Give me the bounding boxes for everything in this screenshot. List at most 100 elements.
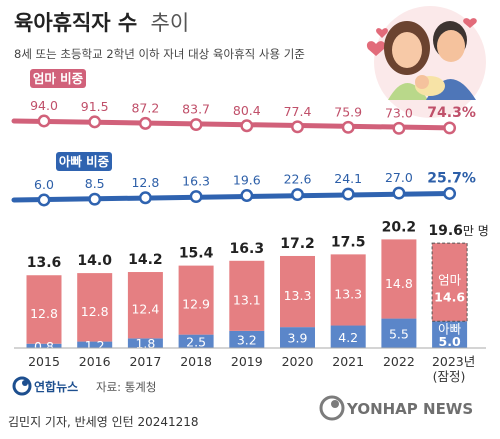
dad-share-label: 22.6 — [284, 172, 312, 187]
mom-bar-legend: 엄마 — [438, 273, 462, 288]
dad-share-label: 12.8 — [131, 175, 159, 190]
mom-share-point — [392, 121, 406, 135]
mom-share-label: 91.5 — [81, 99, 109, 114]
mom-bar — [229, 260, 265, 331]
mom-bar-label: 12.4 — [131, 302, 159, 317]
mom-share-point — [37, 114, 51, 128]
total-label: 14.0 — [77, 253, 112, 269]
mom-bar — [178, 265, 214, 335]
dad-share-label: 6.0 — [34, 177, 54, 192]
dad-share-label: 19.6 — [233, 173, 261, 188]
dad-bar-label: 0.8 — [34, 339, 54, 354]
dad-bar — [127, 338, 163, 348]
dad-share-point — [37, 193, 51, 207]
x-tick-label: 2018 — [180, 354, 212, 369]
mom-bar — [77, 273, 113, 342]
mom-share-label: 94.0 — [30, 98, 58, 113]
dad-bar — [178, 334, 214, 348]
unit-label: 만 명 — [463, 224, 489, 238]
total-label: 17.2 — [280, 236, 315, 252]
dad-bar — [26, 343, 62, 348]
mom-bar-label: 12.8 — [81, 304, 109, 319]
dad-share-line — [11, 190, 453, 203]
dad-bar-label: 1.8 — [135, 336, 155, 351]
dad-bar-label: 5.0 — [439, 334, 461, 349]
mom-bar-label: 14.8 — [385, 276, 413, 291]
watermark-text: YONHAP NEWS — [346, 400, 473, 418]
total-label: 14.2 — [128, 252, 163, 268]
x-axis-ticks: 2015 2016 2017 2018 2019 2020 2021 2022 2023년 — [28, 354, 475, 369]
mom-share-point — [240, 119, 254, 133]
dad-bar — [432, 321, 468, 348]
total-label: 15.4 — [179, 246, 214, 262]
dad-share-tag — [56, 152, 112, 171]
dad-bar — [381, 318, 417, 348]
source-note: 자료: 통계청 — [96, 380, 156, 394]
x-tick-label: 2019 — [231, 354, 263, 369]
dad-bar — [330, 325, 366, 348]
dad-share-point — [138, 191, 152, 205]
dad-share-point — [291, 188, 304, 201]
total-label: 13.6 — [27, 255, 62, 271]
mom-share-line — [11, 118, 453, 131]
logo-text: 연합뉴스 — [34, 379, 78, 394]
mom-share-label: 87.2 — [131, 100, 159, 115]
total-label: 20.2 — [382, 219, 417, 235]
mom-share-label: 74.3% — [427, 105, 476, 121]
total-label: 16.3 — [230, 241, 265, 257]
x-tick-label: 2015 — [28, 354, 60, 369]
dad-share-label: 25.7% — [427, 170, 476, 186]
dad-share-point — [443, 187, 457, 200]
title-main: 육아휴직자 수 — [14, 11, 137, 35]
dad-bar-legend: 아빠 — [438, 321, 462, 336]
x-tick-label: 2022 — [383, 354, 415, 369]
mom-share-tag — [30, 69, 86, 88]
x-tick-note: (잠정) — [433, 369, 466, 384]
mom-bar-label: 13.3 — [284, 288, 312, 303]
x-tick-label: 2023년 — [432, 354, 475, 369]
dad-bar-label: 4.2 — [338, 330, 358, 345]
mom-bar-label: 14.6 — [434, 290, 465, 305]
x-tick-label: 2020 — [282, 354, 314, 369]
total-label: 17.5 — [331, 234, 366, 250]
dad-bar — [77, 341, 113, 348]
mom-share-label: 73.0 — [385, 105, 413, 120]
mom-share-point — [443, 121, 457, 135]
mom-share-tag-label: 엄마 비중 — [33, 71, 84, 86]
dad-share-point — [88, 192, 102, 206]
dad-bar-label: 3.2 — [237, 332, 257, 347]
dad-bar-label: 3.9 — [288, 331, 308, 346]
x-tick-label: 2021 — [332, 354, 364, 369]
dad-share-label: 16.3 — [182, 174, 210, 189]
dad-share-point — [189, 190, 203, 204]
mom-share-point — [189, 118, 203, 132]
mom-share-label: 83.7 — [182, 102, 210, 117]
credit-line: 김민지 기자, 반세영 인턴 20241218 — [8, 415, 199, 429]
dad-bar — [229, 330, 265, 348]
share-lines: 엄마 비중 아빠 비중 94.0 91.5 87.2 83.7 80.4 77.4 75.9… — [11, 69, 476, 207]
mom-share-point — [138, 116, 152, 130]
mom-bar — [431, 242, 468, 322]
mom-bar-label: 13.1 — [233, 292, 261, 307]
mom-share-point — [341, 120, 355, 134]
mom-bar — [280, 255, 315, 328]
mom-bar — [127, 272, 163, 339]
x-tick-label: 2016 — [79, 354, 111, 369]
family-illustration — [366, 6, 486, 118]
dad-share-tag-label: 아빠 비중 — [59, 154, 110, 169]
mom-bar-label: 12.9 — [182, 297, 210, 312]
subtitle: 8세 또는 초등학교 2학년 이하 자녀 대상 육아휴직 사용 기준 — [14, 47, 305, 61]
dad-bar-label: 1.2 — [85, 338, 105, 353]
mom-bar — [330, 254, 366, 326]
total-label: 19.6만 명 — [428, 223, 488, 239]
dad-bar-label: 2.5 — [186, 334, 206, 349]
dad-share-label: 24.1 — [334, 171, 362, 186]
mom-share-point — [291, 120, 304, 134]
mom-share-label: 77.4 — [284, 104, 312, 119]
page-title: 육아휴직자 수 추이 — [14, 11, 189, 35]
dad-share-label: 8.5 — [85, 176, 105, 191]
dad-bar — [280, 327, 315, 348]
mom-bar — [381, 239, 417, 319]
x-tick-label: 2017 — [129, 354, 161, 369]
